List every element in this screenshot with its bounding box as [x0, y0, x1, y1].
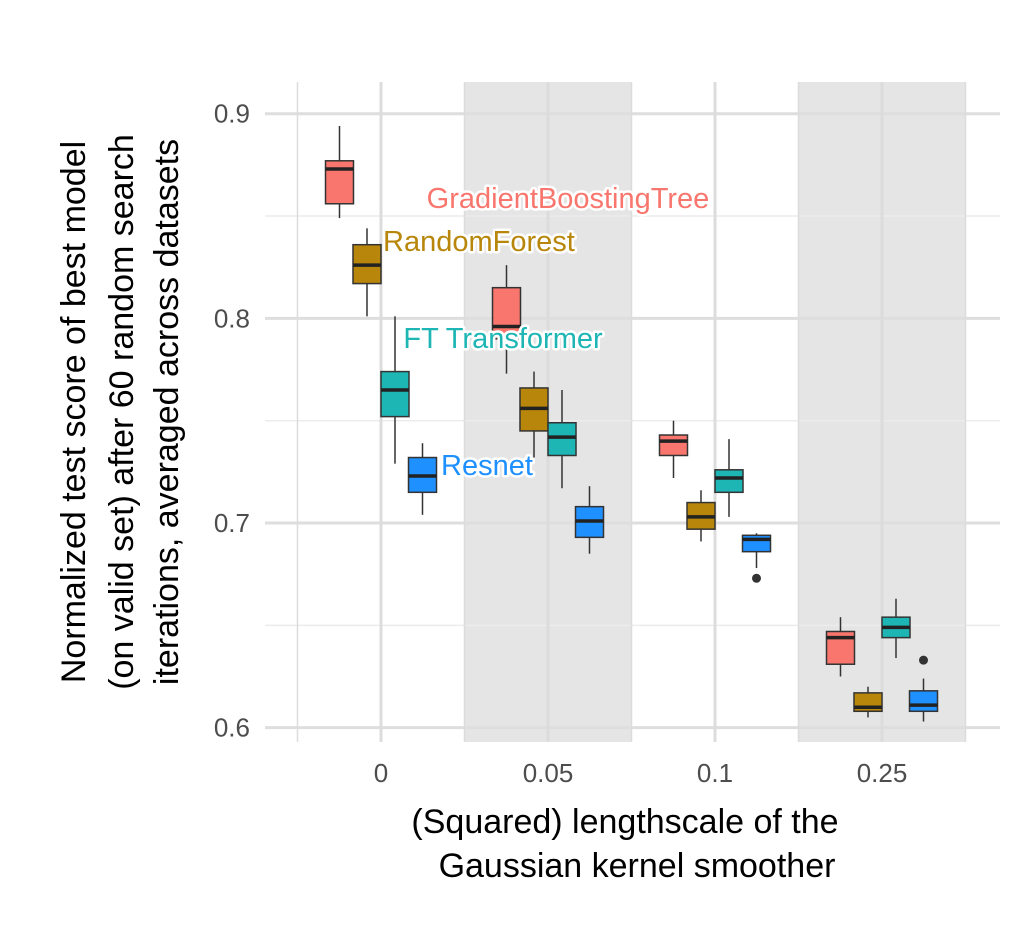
- box-resnet-0.1: [741, 533, 772, 583]
- box-ft-transformer-0.25: [881, 598, 911, 659]
- x-tick-label: 0: [374, 758, 388, 788]
- outlier-point: [919, 655, 928, 665]
- series-labels: GradientBoostingTree RandomForest FT Trans…: [381, 181, 712, 485]
- box-resnet-0: [407, 443, 438, 515]
- y-tick-label: 0.7: [214, 508, 250, 538]
- y-tick-label: 0.9: [214, 99, 250, 129]
- box-body: [547, 421, 577, 457]
- x-axis-title: (Squared) lengthscale of the Gaussian ker…: [411, 803, 838, 885]
- box-body: [491, 286, 522, 340]
- box-randomforest-0.05: [519, 371, 549, 458]
- x-axis-title-line: (Squared) lengthscale of the: [411, 803, 838, 841]
- box-randomforest-0: [352, 228, 382, 317]
- x-tick-label: 0.25: [857, 758, 908, 788]
- x-tick-label: 0.05: [523, 758, 574, 788]
- x-axis-title-line: Gaussian kernel smoother: [439, 847, 836, 885]
- box-resnet-0.25: [908, 655, 939, 722]
- outlier-point: [752, 573, 761, 583]
- y-axis-title-line: Normalized test score of best model: [55, 141, 93, 683]
- y-axis-title: Normalized test score of best model (on v…: [55, 134, 186, 690]
- y-axis-title-line: iterations, averaged across datasets: [148, 139, 186, 685]
- x-tick-label: 0.1: [697, 758, 733, 788]
- box-body: [714, 469, 744, 494]
- box-gradientboostingtree-0.1: [658, 420, 689, 478]
- box-gradientboostingtree-0.25: [825, 617, 856, 677]
- y-axis-title-line: (on valid set) after 60 random search: [103, 134, 141, 690]
- box-randomforest-0.25: [853, 686, 883, 718]
- box-body: [658, 434, 689, 457]
- box-ft-transformer-0.1: [714, 439, 744, 517]
- box-ft-transformer-0.05: [547, 390, 577, 489]
- y-tick-labels: 0.6 0.7 0.8 0.9: [214, 99, 250, 743]
- box-gradientboostingtree-0.05: [491, 265, 522, 374]
- series-label-gradientboostingtree: GradientBoostingTree: [427, 183, 710, 215]
- box-randomforest-0.1: [686, 490, 716, 542]
- x-tick-labels: 0 0.05 0.1 0.25: [374, 758, 908, 788]
- series-label-resnet: Resnet: [441, 450, 533, 482]
- box-gradientboostingtree-0: [324, 126, 355, 219]
- box-body: [380, 370, 410, 418]
- box-marks: [324, 126, 939, 722]
- box-ft-transformer-0: [380, 316, 410, 464]
- y-tick-label: 0.6: [214, 713, 250, 743]
- series-label-randomforest: RandomForest: [383, 226, 575, 258]
- box-body: [908, 690, 939, 713]
- box-resnet-0.05: [574, 486, 605, 554]
- y-tick-label: 0.8: [214, 303, 250, 333]
- series-label-ft-transformer: FT Transformer: [403, 323, 603, 355]
